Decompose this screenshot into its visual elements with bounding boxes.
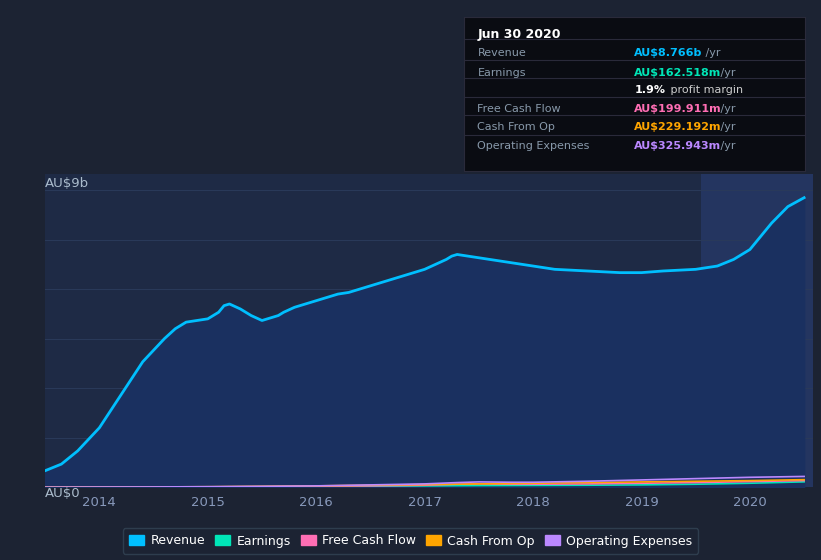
Text: AU$162.518m: AU$162.518m — [635, 68, 722, 78]
Text: Earnings: Earnings — [478, 68, 526, 78]
Text: Cash From Op: Cash From Op — [478, 122, 555, 132]
Text: AU$9b: AU$9b — [45, 177, 89, 190]
Text: Free Cash Flow: Free Cash Flow — [478, 104, 561, 114]
Text: 1.9%: 1.9% — [635, 85, 665, 95]
Text: /yr: /yr — [717, 104, 735, 114]
Text: /yr: /yr — [717, 122, 735, 132]
Bar — [701, 174, 815, 487]
Text: AU$325.943m: AU$325.943m — [635, 141, 722, 151]
Text: AU$199.911m: AU$199.911m — [635, 104, 722, 114]
Text: Revenue: Revenue — [478, 48, 526, 58]
Text: /yr: /yr — [717, 141, 735, 151]
Text: AU$0: AU$0 — [45, 487, 80, 500]
Legend: Revenue, Earnings, Free Cash Flow, Cash From Op, Operating Expenses: Revenue, Earnings, Free Cash Flow, Cash … — [123, 528, 698, 554]
Text: profit margin: profit margin — [667, 85, 743, 95]
Text: /yr: /yr — [702, 48, 720, 58]
Text: AU$8.766b: AU$8.766b — [635, 48, 703, 58]
Text: AU$229.192m: AU$229.192m — [635, 122, 722, 132]
Text: /yr: /yr — [717, 68, 735, 78]
Text: Operating Expenses: Operating Expenses — [478, 141, 589, 151]
Text: Jun 30 2020: Jun 30 2020 — [478, 27, 561, 40]
